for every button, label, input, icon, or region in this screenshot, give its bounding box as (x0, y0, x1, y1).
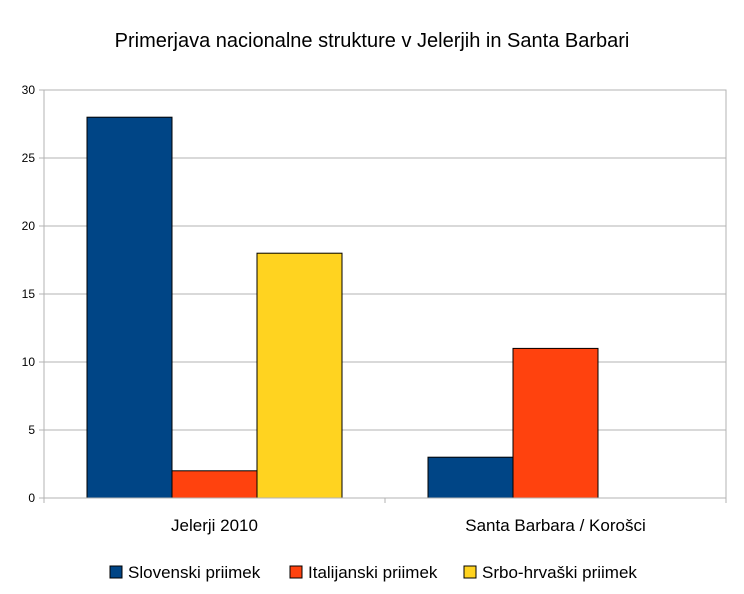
y-tick-label: 15 (22, 287, 36, 301)
bar (171, 470, 258, 499)
bar (256, 252, 343, 499)
legend-item: Italijanski priimek (289, 563, 438, 582)
y-tick-label: 5 (28, 423, 35, 437)
legend-swatch (289, 565, 303, 579)
y-tick-label: 20 (22, 219, 36, 233)
x-category-label: Jelerji 2010 (171, 516, 258, 535)
legend-swatch (109, 565, 123, 579)
x-category-label: Santa Barbara / Korošci (465, 516, 645, 535)
legend-label: Srbo-hrvaški priimek (482, 563, 637, 582)
chart-title: Primerjava nacionalne strukture v Jelerj… (115, 30, 630, 52)
bars (86, 116, 599, 499)
legend-swatch (463, 565, 477, 579)
bar (512, 347, 599, 499)
y-tick-label: 30 (22, 83, 36, 97)
y-tick-label: 25 (22, 151, 36, 165)
bar (427, 456, 514, 499)
legend-item: Srbo-hrvaški priimek (463, 563, 637, 582)
legend: Slovenski priimek Italijanski priimek Srbo… (109, 563, 637, 582)
y-axis-ticks: 0 5 10 15 20 25 30 (22, 83, 44, 505)
x-axis-categories: Jelerji 2010 Santa Barbara / Korošci (171, 516, 646, 535)
y-tick-label: 10 (22, 355, 36, 369)
axes (43, 89, 727, 503)
legend-item: Slovenski priimek (109, 563, 261, 582)
y-tick-label: 0 (28, 491, 35, 505)
bar (86, 116, 173, 499)
legend-label: Slovenski priimek (128, 563, 261, 582)
legend-label: Italijanski priimek (308, 563, 438, 582)
